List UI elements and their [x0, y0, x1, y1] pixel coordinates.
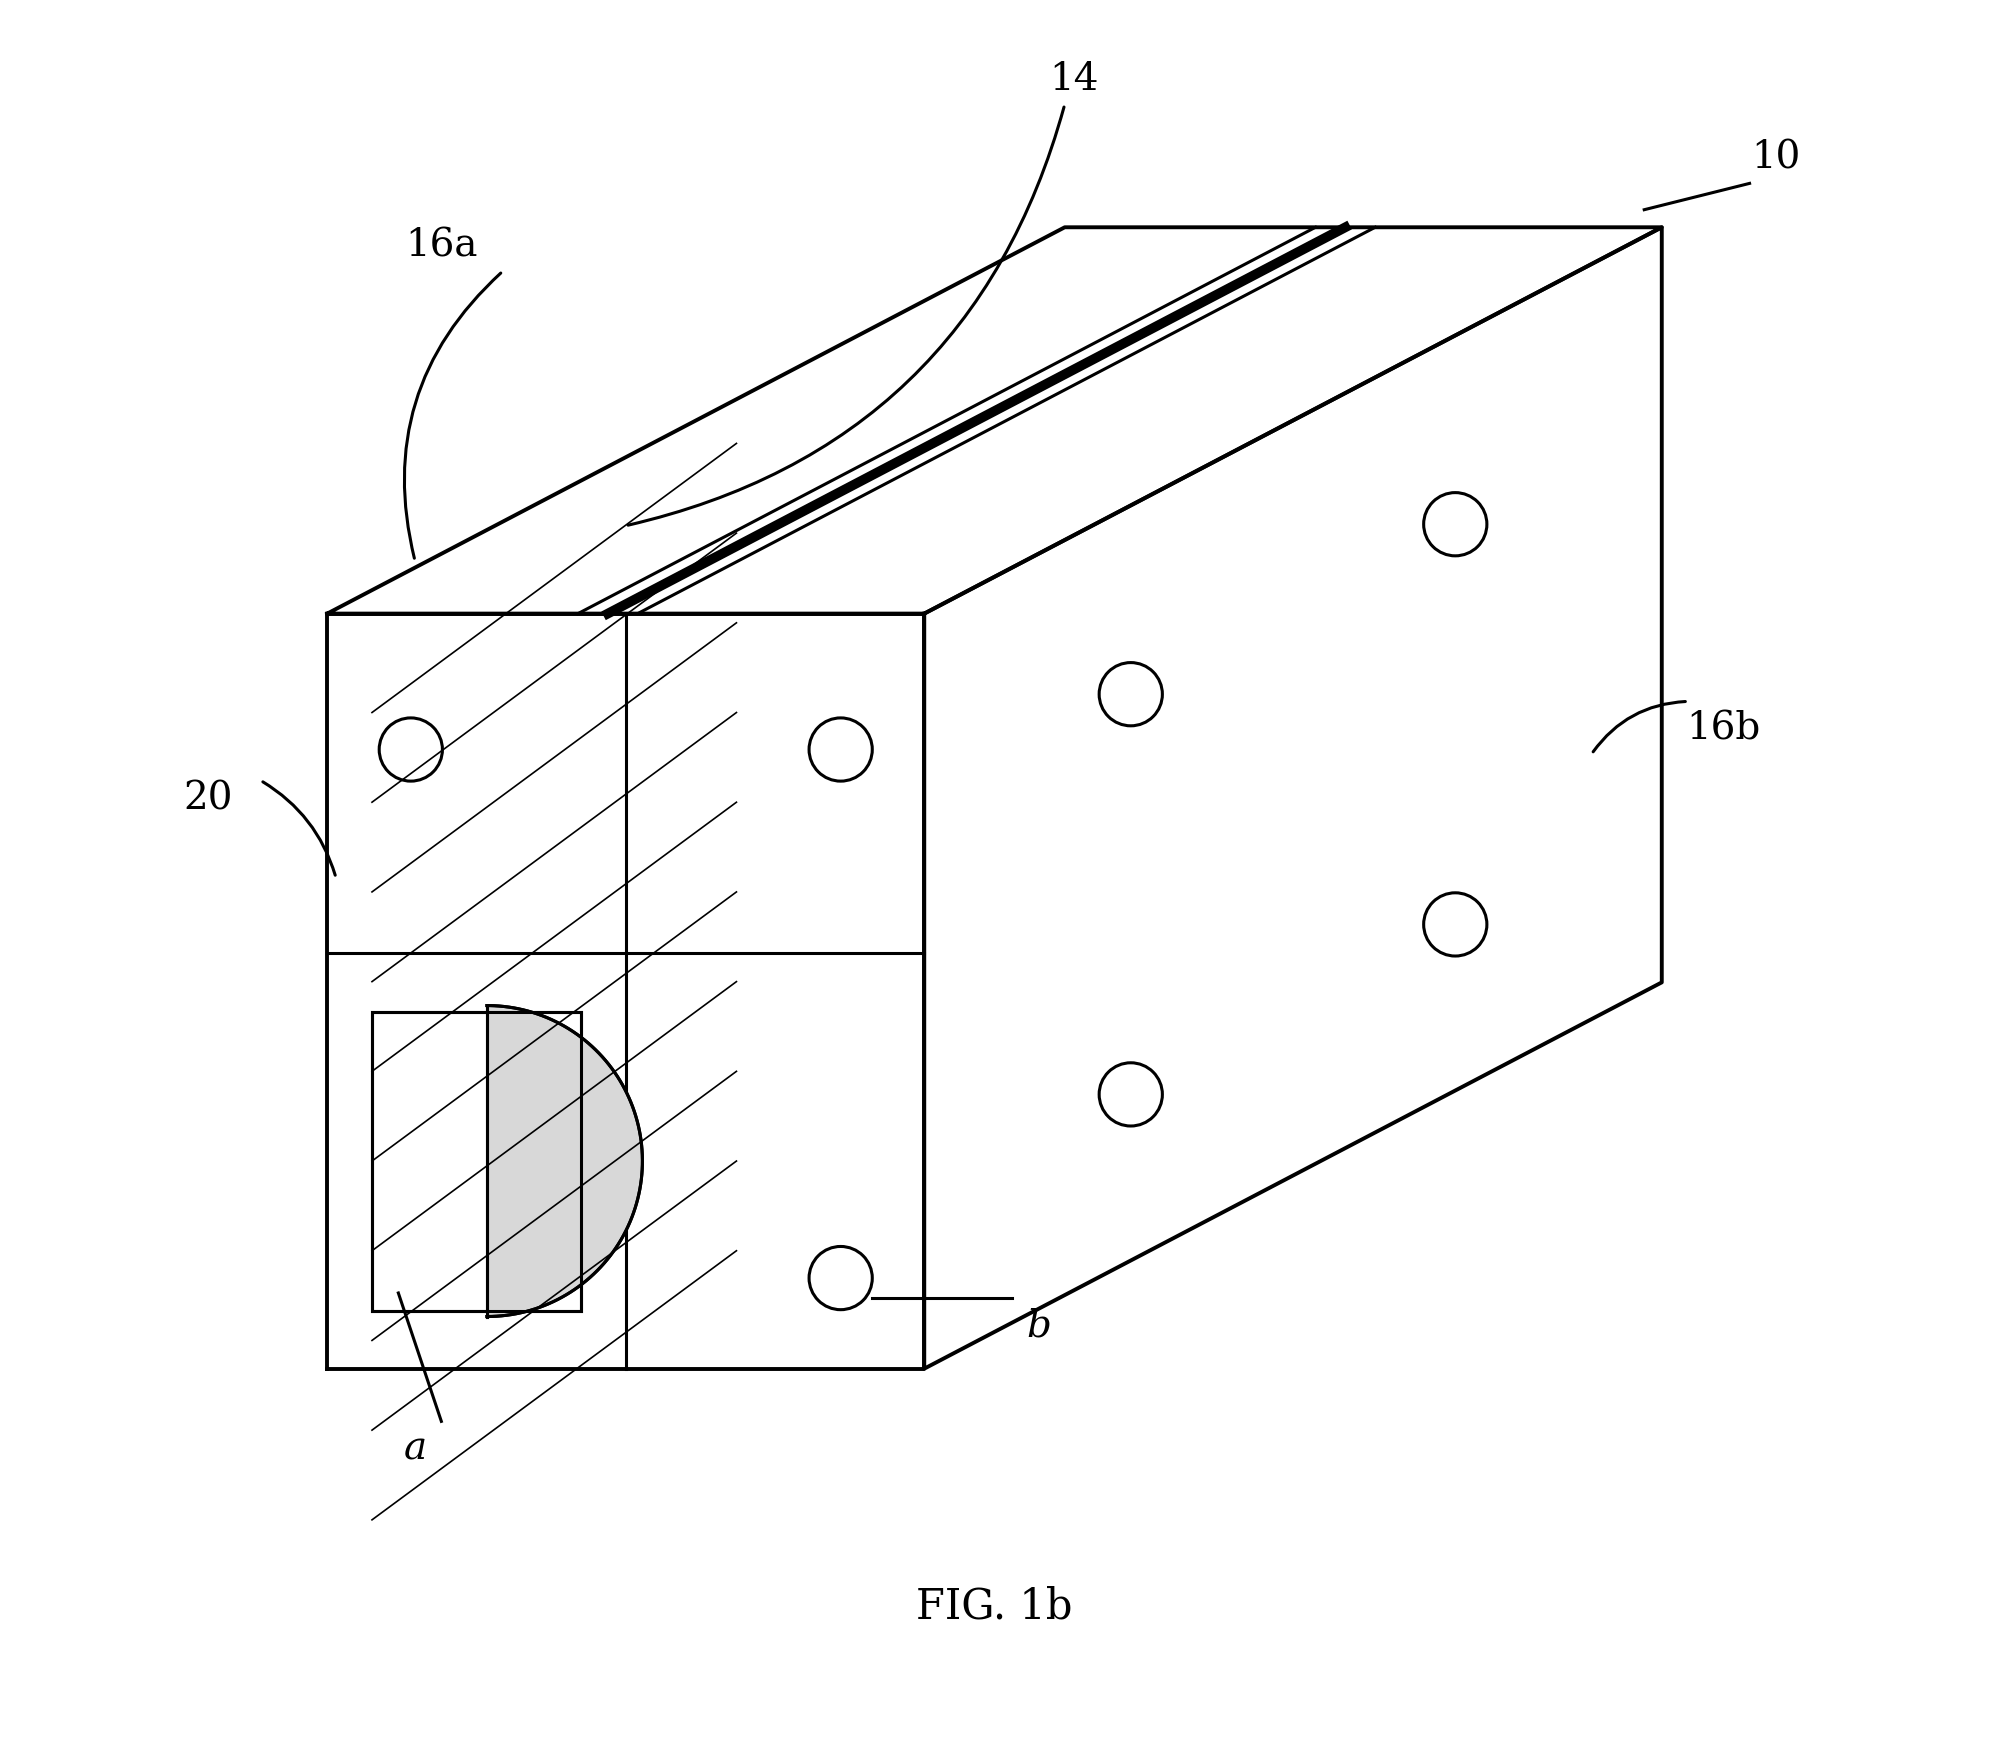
Text: 16a: 16a	[406, 226, 477, 265]
Text: b: b	[1026, 1306, 1050, 1344]
Text: 14: 14	[1048, 60, 1098, 98]
Text: 16b: 16b	[1687, 709, 1760, 748]
Bar	[372, 1013, 581, 1311]
Text: 10: 10	[1750, 139, 1800, 177]
Bar	[372, 1013, 581, 1311]
Text: 20: 20	[183, 779, 233, 818]
Polygon shape	[487, 1006, 642, 1316]
Text: FIG. 1b: FIG. 1b	[917, 1585, 1072, 1627]
Bar	[372, 1013, 581, 1311]
Text: a: a	[404, 1429, 426, 1467]
